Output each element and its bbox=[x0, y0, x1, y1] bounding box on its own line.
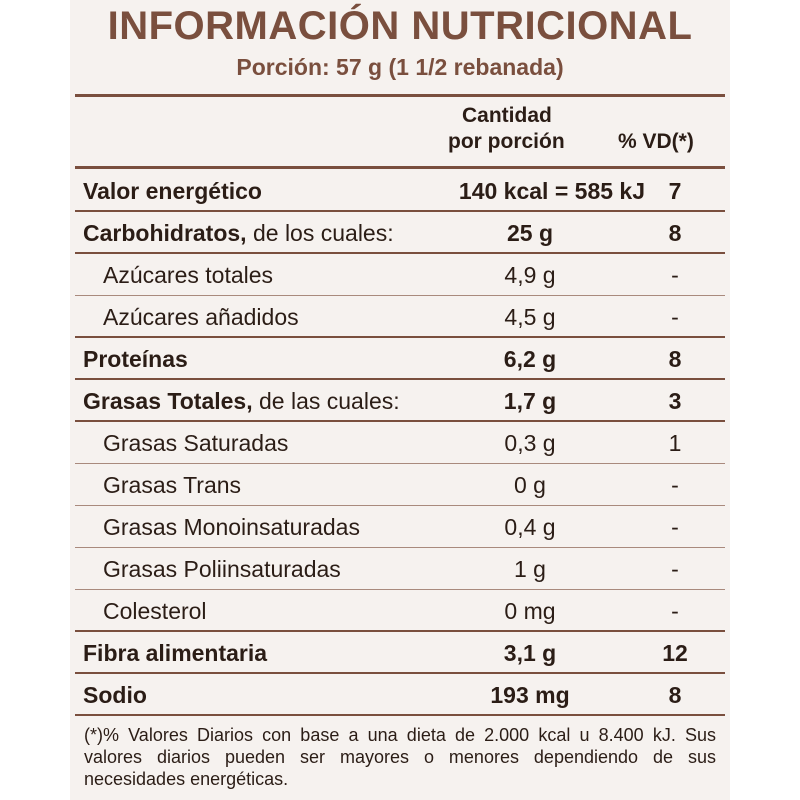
table-row: Carbohidratos, de los cuales: 25 g 8 bbox=[75, 212, 725, 254]
nutrient-daily-value: 1 bbox=[668, 430, 682, 456]
nutrient-amount: 0,3 g bbox=[504, 430, 556, 456]
nutrient-name-rest: Colesterol bbox=[103, 598, 207, 624]
nutrient-daily-value: 8 bbox=[668, 346, 682, 372]
nutrient-name: Grasas Trans bbox=[103, 472, 241, 499]
row-divider bbox=[75, 252, 725, 254]
row-divider bbox=[75, 589, 725, 590]
nutrient-amount: 193 mg bbox=[490, 682, 570, 708]
nutrient-name-rest: de las cuales: bbox=[252, 388, 400, 414]
nutrient-name: Grasas Totales, de las cuales: bbox=[83, 388, 400, 415]
nutrient-daily-value: - bbox=[671, 514, 679, 540]
nutrient-amount: 0 mg bbox=[504, 598, 556, 624]
nutrient-daily-value: 12 bbox=[662, 640, 688, 666]
nutrient-name: Azúcares añadidos bbox=[103, 304, 299, 331]
nutrient-name-rest: Grasas Saturadas bbox=[103, 430, 289, 456]
table-row: Azúcares añadidos 4,5 g - bbox=[75, 296, 725, 338]
nutrient-name: Colesterol bbox=[103, 598, 207, 625]
table-row: Grasas Saturadas 0,3 g 1 bbox=[75, 422, 725, 464]
nutrient-name-rest: de los cuales: bbox=[246, 220, 394, 246]
nutrient-daily-value: - bbox=[671, 262, 679, 288]
nutrient-name-bold: Carbohidratos, bbox=[83, 220, 247, 246]
nutrient-daily-value: - bbox=[671, 556, 679, 582]
nutrient-amount: 1,7 g bbox=[503, 388, 557, 414]
row-divider bbox=[75, 630, 725, 632]
table-row: Sodio 193 mg 8 bbox=[75, 674, 725, 716]
nutrition-label-panel bbox=[70, 0, 730, 800]
nutrient-name-rest: Grasas Monoinsaturadas bbox=[103, 514, 360, 540]
nutrient-name: Sodio bbox=[83, 682, 147, 709]
row-divider bbox=[75, 714, 725, 716]
table-row: Fibra alimentaria 3,1 g 12 bbox=[75, 632, 725, 674]
row-divider bbox=[75, 420, 725, 422]
table-row: Azúcares totales 4,9 g - bbox=[75, 254, 725, 296]
table-row: Grasas Totales, de las cuales: 1,7 g 3 bbox=[75, 380, 725, 422]
nutrient-daily-value: 3 bbox=[668, 388, 682, 414]
nutrient-name-rest: Grasas Trans bbox=[103, 472, 242, 498]
nutrient-name: Proteínas bbox=[83, 346, 188, 373]
row-divider bbox=[75, 378, 725, 380]
row-divider bbox=[75, 463, 725, 464]
nutrient-name: Valor energético bbox=[83, 178, 262, 205]
daily-value-footnote: (*)% Valores Diarios con base a una diet… bbox=[84, 725, 716, 789]
nutrient-amount: 1 g bbox=[514, 556, 546, 582]
nutrient-name-bold: Grasas Totales, bbox=[83, 388, 253, 414]
nutrient-name-bold: Valor energético bbox=[83, 178, 262, 204]
table-row: Proteínas 6,2 g 8 bbox=[75, 338, 725, 380]
portion-size: Porción: 57 g (1 1/2 rebanada) bbox=[236, 54, 564, 80]
row-divider bbox=[75, 505, 725, 506]
nutrient-daily-value: - bbox=[671, 472, 679, 498]
nutrient-daily-value: - bbox=[671, 304, 679, 330]
nutrient-name: Grasas Poliinsaturadas bbox=[103, 556, 341, 583]
table-row: Grasas Trans 0 g - bbox=[75, 464, 725, 506]
table-row: Grasas Monoinsaturadas 0,4 g - bbox=[75, 506, 725, 548]
header-divider bbox=[75, 94, 725, 97]
nutrient-amount: 3,1 g bbox=[503, 640, 557, 666]
row-divider bbox=[75, 210, 725, 212]
nutrient-name-rest: Azúcares totales bbox=[103, 262, 274, 288]
label-title: INFORMACIÓN NUTRICIONAL bbox=[107, 4, 693, 48]
nutrient-name-rest: Azúcares añadidos bbox=[103, 304, 299, 330]
nutrient-amount: 4,5 g bbox=[504, 304, 556, 330]
nutrient-amount: 0,4 g bbox=[504, 514, 556, 540]
nutrient-daily-value: 7 bbox=[668, 178, 682, 204]
vd-column-header: % VD(*) bbox=[618, 130, 694, 153]
nutrient-name: Grasas Monoinsaturadas bbox=[103, 514, 360, 541]
nutrient-name: Carbohidratos, de los cuales: bbox=[83, 220, 394, 247]
nutrient-name-rest: Grasas Poliinsaturadas bbox=[103, 556, 341, 582]
nutrient-amount: 0 g bbox=[514, 472, 546, 498]
nutrient-name-bold: Fibra alimentaria bbox=[83, 640, 268, 666]
table-row: Valor energético 140 kcal = 585 kJ 7 bbox=[75, 170, 725, 212]
row-divider bbox=[75, 547, 725, 548]
nutrient-name: Fibra alimentaria bbox=[83, 640, 267, 667]
nutrient-amount: 25 g bbox=[506, 220, 554, 246]
nutrient-amount: 6,2 g bbox=[503, 346, 557, 372]
row-divider bbox=[75, 672, 725, 674]
nutrient-amount: 140 kcal = 585 kJ bbox=[458, 178, 645, 204]
table-row: Colesterol 0 mg - bbox=[75, 590, 725, 632]
table-row: Grasas Poliinsaturadas 1 g - bbox=[75, 548, 725, 590]
nutrient-daily-value: 8 bbox=[668, 682, 682, 708]
nutrient-amount: 4,9 g bbox=[504, 262, 556, 288]
row-divider bbox=[75, 295, 725, 296]
amount-column-header-line1: Cantidad bbox=[462, 104, 552, 127]
amount-column-header-line2: por porción bbox=[448, 130, 565, 153]
nutrient-daily-value: 8 bbox=[668, 220, 682, 246]
column-header-divider bbox=[75, 166, 725, 169]
nutrient-daily-value: - bbox=[671, 598, 679, 624]
nutrient-name: Azúcares totales bbox=[103, 262, 273, 289]
nutrient-name-bold: Sodio bbox=[83, 682, 147, 708]
nutrient-name-bold: Proteínas bbox=[83, 346, 188, 372]
nutrient-name: Grasas Saturadas bbox=[103, 430, 288, 457]
row-divider bbox=[75, 336, 725, 338]
